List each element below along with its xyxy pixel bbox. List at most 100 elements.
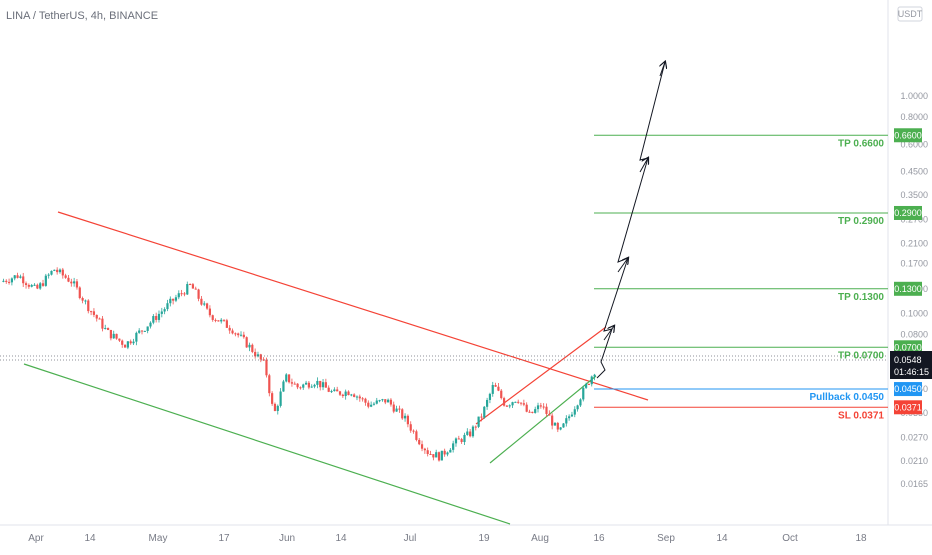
- descending-support-line: [23, 363, 511, 525]
- candle-body: [282, 381, 285, 392]
- candle-body: [256, 354, 260, 357]
- candle-body: [27, 284, 30, 287]
- time-axis[interactable]: Apr 14 May 17 Jun 14 Jul 19 Aug 16 Sep 14 Oct 18: [28, 533, 867, 544]
- price-tick-label: 0.1700: [900, 258, 928, 268]
- candle-body: [155, 316, 158, 320]
- candle-body: [112, 333, 115, 339]
- candle-body: [222, 319, 226, 321]
- candle-body: [123, 344, 127, 348]
- candle-body: [350, 394, 353, 396]
- candle-body: [355, 396, 359, 398]
- trendlines: [23, 211, 649, 525]
- level-price-tag: 0.0700: [894, 342, 922, 352]
- candle-body: [361, 398, 364, 400]
- candlestick-series: [2, 267, 596, 462]
- candle-body: [525, 404, 528, 412]
- chart-title: LINA / TetherUS, 4h, BINANCE: [6, 10, 158, 22]
- candle-body: [423, 448, 426, 451]
- level-label-tp: TP 0.2900: [838, 216, 884, 227]
- candle-body: [582, 387, 585, 400]
- arrow-tp4: [660, 62, 665, 77]
- candle-body: [463, 434, 466, 443]
- candle-body: [126, 341, 129, 348]
- candle-body: [41, 283, 45, 286]
- candle-body: [157, 313, 161, 320]
- candle-body: [452, 443, 455, 450]
- candle-body: [420, 444, 424, 449]
- candle-body: [197, 289, 200, 299]
- candle-body: [454, 438, 458, 444]
- rising-channel-lower-line: [489, 375, 597, 464]
- candle-body: [443, 450, 446, 455]
- time-tick-label: Sep: [657, 533, 675, 544]
- candle-body: [551, 415, 554, 426]
- candle-body: [528, 411, 531, 413]
- candle-body: [53, 269, 56, 271]
- candle-body: [347, 391, 350, 396]
- candle-body: [593, 374, 596, 377]
- candle-body: [519, 402, 523, 404]
- level-label-sl: SL 0.0371: [838, 410, 884, 421]
- candle-body: [211, 315, 214, 320]
- candle-body: [480, 416, 483, 418]
- candle-body: [172, 298, 175, 301]
- candle-body: [109, 329, 112, 339]
- candle-body: [341, 394, 344, 397]
- candle-body: [118, 338, 121, 341]
- candle-body: [245, 337, 248, 348]
- candle-body: [568, 416, 571, 419]
- candle-body: [587, 383, 591, 385]
- candle-body: [149, 322, 152, 327]
- candle-body: [387, 399, 390, 403]
- candle-body: [84, 300, 87, 302]
- candle-body: [90, 311, 93, 313]
- level-price-tag: 0.0371: [894, 402, 922, 412]
- candle-body: [30, 285, 33, 287]
- candle-body: [56, 269, 59, 273]
- candle-body: [384, 399, 387, 403]
- level-price-tag-bg: [894, 205, 922, 220]
- level-price-tag-bg: [894, 340, 922, 355]
- price-tick-label: 0.6000: [900, 139, 928, 149]
- candle-body: [296, 383, 299, 388]
- candle-body: [299, 387, 302, 389]
- price-tick-label: 0.4500: [900, 166, 928, 176]
- level-price-tag: 0.2900: [894, 208, 922, 218]
- time-tick-label: Oct: [782, 533, 798, 544]
- projection-path: [596, 62, 665, 379]
- candle-body: [392, 404, 395, 412]
- time-tick-label: Aug: [531, 533, 549, 544]
- candle-body: [375, 400, 378, 404]
- candle-body: [353, 394, 356, 397]
- rising-channel-upper-line: [475, 326, 607, 425]
- candle-body: [81, 298, 84, 301]
- level-price-tag: 0.0450: [894, 384, 922, 394]
- candle-body: [494, 385, 497, 387]
- candle-body: [24, 283, 28, 285]
- price-tick-label: 0.0800: [900, 330, 928, 340]
- candle-body: [259, 354, 262, 360]
- time-tick-label: May: [149, 533, 168, 544]
- candle-body: [290, 382, 294, 384]
- level-price-tag: 0.6600: [894, 130, 922, 140]
- candle-body: [220, 319, 223, 322]
- candle-body: [372, 403, 376, 405]
- current-price-tag-bg: [890, 351, 932, 379]
- candle-body: [146, 326, 149, 331]
- currency-badge[interactable]: USDT: [897, 6, 923, 22]
- candle-body: [61, 269, 64, 276]
- candle-body: [545, 406, 548, 414]
- candle-body: [483, 406, 486, 418]
- candle-body: [78, 287, 81, 299]
- candle-body: [395, 408, 398, 412]
- candle-body: [163, 309, 166, 312]
- candle-body: [231, 330, 234, 334]
- candle-body: [58, 269, 62, 273]
- candle-body: [585, 383, 588, 388]
- candle-body: [429, 453, 432, 455]
- candle-body: [262, 359, 265, 361]
- current-price-tag: 0.0548 01:46:15: [890, 351, 932, 379]
- candle-body: [542, 406, 545, 408]
